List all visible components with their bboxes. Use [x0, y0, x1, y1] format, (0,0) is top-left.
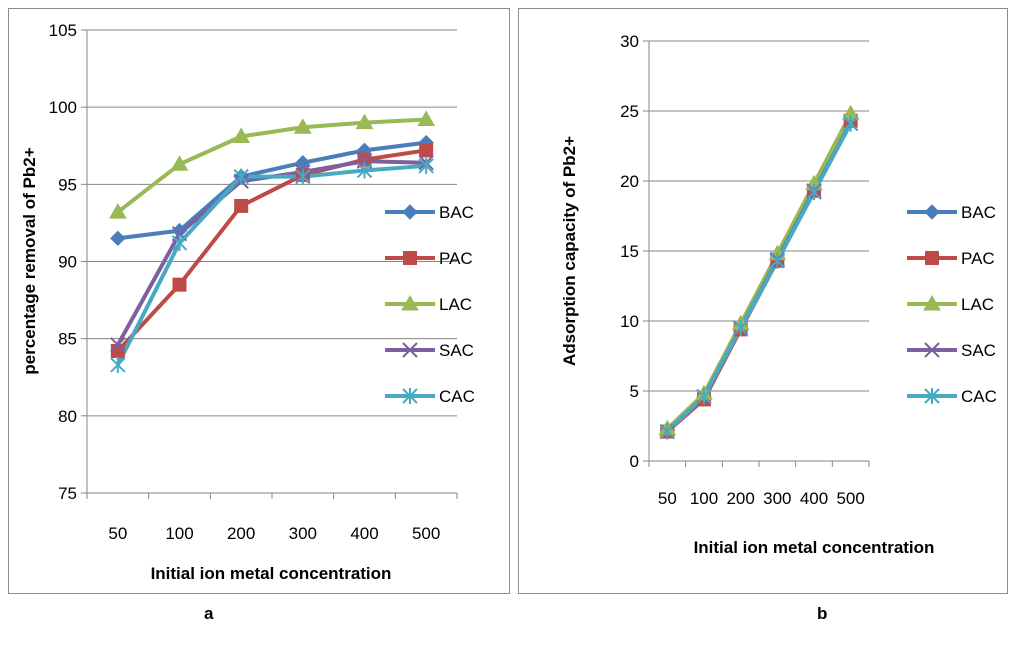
- legend-label-lac: LAC: [439, 295, 472, 314]
- series-line-lac: [665, 112, 853, 431]
- data-point-cac: [659, 423, 676, 440]
- y-tick-label: 25: [620, 102, 639, 121]
- data-point-cac: [110, 356, 126, 373]
- data-point-cac: [806, 184, 822, 201]
- series-line-lac: [116, 117, 427, 214]
- y-tick-label: 0: [630, 452, 639, 471]
- data-point-cac: [842, 115, 859, 132]
- data-point-cac: [171, 234, 188, 251]
- legend-label-cac: CAC: [961, 387, 997, 406]
- x-tick-label: 400: [800, 489, 828, 508]
- caption-a: a: [204, 604, 214, 623]
- data-point-lac: [293, 118, 312, 134]
- x-tick-label: 300: [763, 489, 791, 508]
- data-point-sac: [110, 337, 126, 353]
- legend-label-bac: BAC: [439, 203, 474, 222]
- x-tick-label: 100: [690, 489, 718, 508]
- x-tick-label: 50: [658, 489, 677, 508]
- legend-label-pac: PAC: [439, 249, 473, 268]
- x-axis-title: Initial ion metal concentration: [694, 538, 935, 557]
- chart-b-svg: 0 5 10 15 20 25 30 50 100 200 300 400 500 Initial ion…: [560, 32, 997, 557]
- legend-label-sac: SAC: [439, 341, 474, 360]
- data-point-pac: [172, 277, 187, 292]
- chart-panel-b: 0 5 10 15 20 25 30 50 100 200 300 400 500 Initial ion…: [518, 8, 1008, 594]
- series-line-bac: [117, 140, 427, 241]
- data-point-cac: [732, 320, 749, 336]
- data-point-cac: [233, 168, 249, 185]
- data-point-lac: [232, 127, 251, 143]
- data-point-cac: [418, 157, 434, 174]
- y-tick-label: 20: [620, 172, 639, 191]
- series-line-pac: [116, 148, 427, 353]
- y-tick-label: 100: [49, 98, 77, 117]
- legend-label-pac: PAC: [961, 249, 995, 268]
- data-point-lac: [355, 113, 374, 130]
- y-tick-label: 80: [58, 407, 77, 426]
- y-tick-label: 85: [58, 330, 77, 349]
- legend-label-bac: BAC: [961, 203, 996, 222]
- chart-panel-a: 75 80 85 90 95 100 105 50 100 200 300 400 500 Initial…: [8, 8, 510, 594]
- legend-marker-lac: [401, 294, 419, 311]
- legend-marker-cac: [402, 388, 418, 404]
- data-point-pac: [110, 344, 125, 359]
- x-tick-label: 50: [108, 524, 127, 543]
- x-tick-label: 400: [350, 524, 378, 543]
- chart-a-svg: 75 80 85 90 95 100 105 50 100 200 300 400 500 Initial…: [20, 21, 475, 583]
- x-tick-label: 100: [165, 524, 193, 543]
- data-point-bac: [110, 230, 126, 247]
- caption-b: b: [817, 604, 828, 623]
- legend-marker-bac: [402, 204, 418, 220]
- x-tick-label: 200: [227, 524, 255, 543]
- legend-marker-bac: [924, 204, 940, 220]
- legend-label-lac: LAC: [961, 295, 994, 314]
- y-tick-label: 30: [620, 32, 639, 51]
- data-point-pac: [419, 143, 434, 158]
- data-point-cac: [696, 388, 712, 405]
- data-point-cac: [356, 162, 373, 179]
- y-tick-label: 15: [620, 242, 639, 261]
- y-tick-label: 105: [49, 21, 77, 40]
- y-axis-title: Adsorption capacity of Pb2+: [560, 136, 579, 366]
- data-point-lac: [417, 110, 436, 127]
- legend-marker-cac: [924, 388, 940, 404]
- legend-label-sac: SAC: [961, 341, 996, 360]
- legend-label-cac: CAC: [439, 387, 475, 406]
- data-point-cac: [769, 252, 786, 269]
- legend-marker-pac: [925, 251, 939, 265]
- y-tick-label: 95: [58, 175, 77, 194]
- legend-marker-pac: [403, 251, 417, 265]
- data-point-lac: [170, 155, 189, 171]
- data-point-pac: [234, 198, 249, 213]
- series-line-cac: [116, 163, 427, 366]
- data-point-lac: [108, 203, 127, 219]
- x-tick-label: 500: [836, 489, 864, 508]
- legend-marker-lac: [923, 294, 941, 311]
- legend-marker-sac: [402, 342, 418, 358]
- y-tick-label: 10: [620, 312, 639, 331]
- x-axis-title: Initial ion metal concentration: [151, 564, 392, 583]
- legend-marker-sac: [924, 342, 940, 358]
- y-axis-title: percentage removal of Pb2+: [20, 147, 39, 374]
- x-tick-label: 200: [726, 489, 754, 508]
- y-tick-label: 90: [58, 253, 77, 272]
- y-tick-label: 5: [630, 382, 639, 401]
- x-tick-label: 300: [289, 524, 317, 543]
- data-point-cac: [295, 168, 311, 185]
- y-tick-label: 75: [58, 484, 77, 503]
- x-tick-label: 500: [412, 524, 440, 543]
